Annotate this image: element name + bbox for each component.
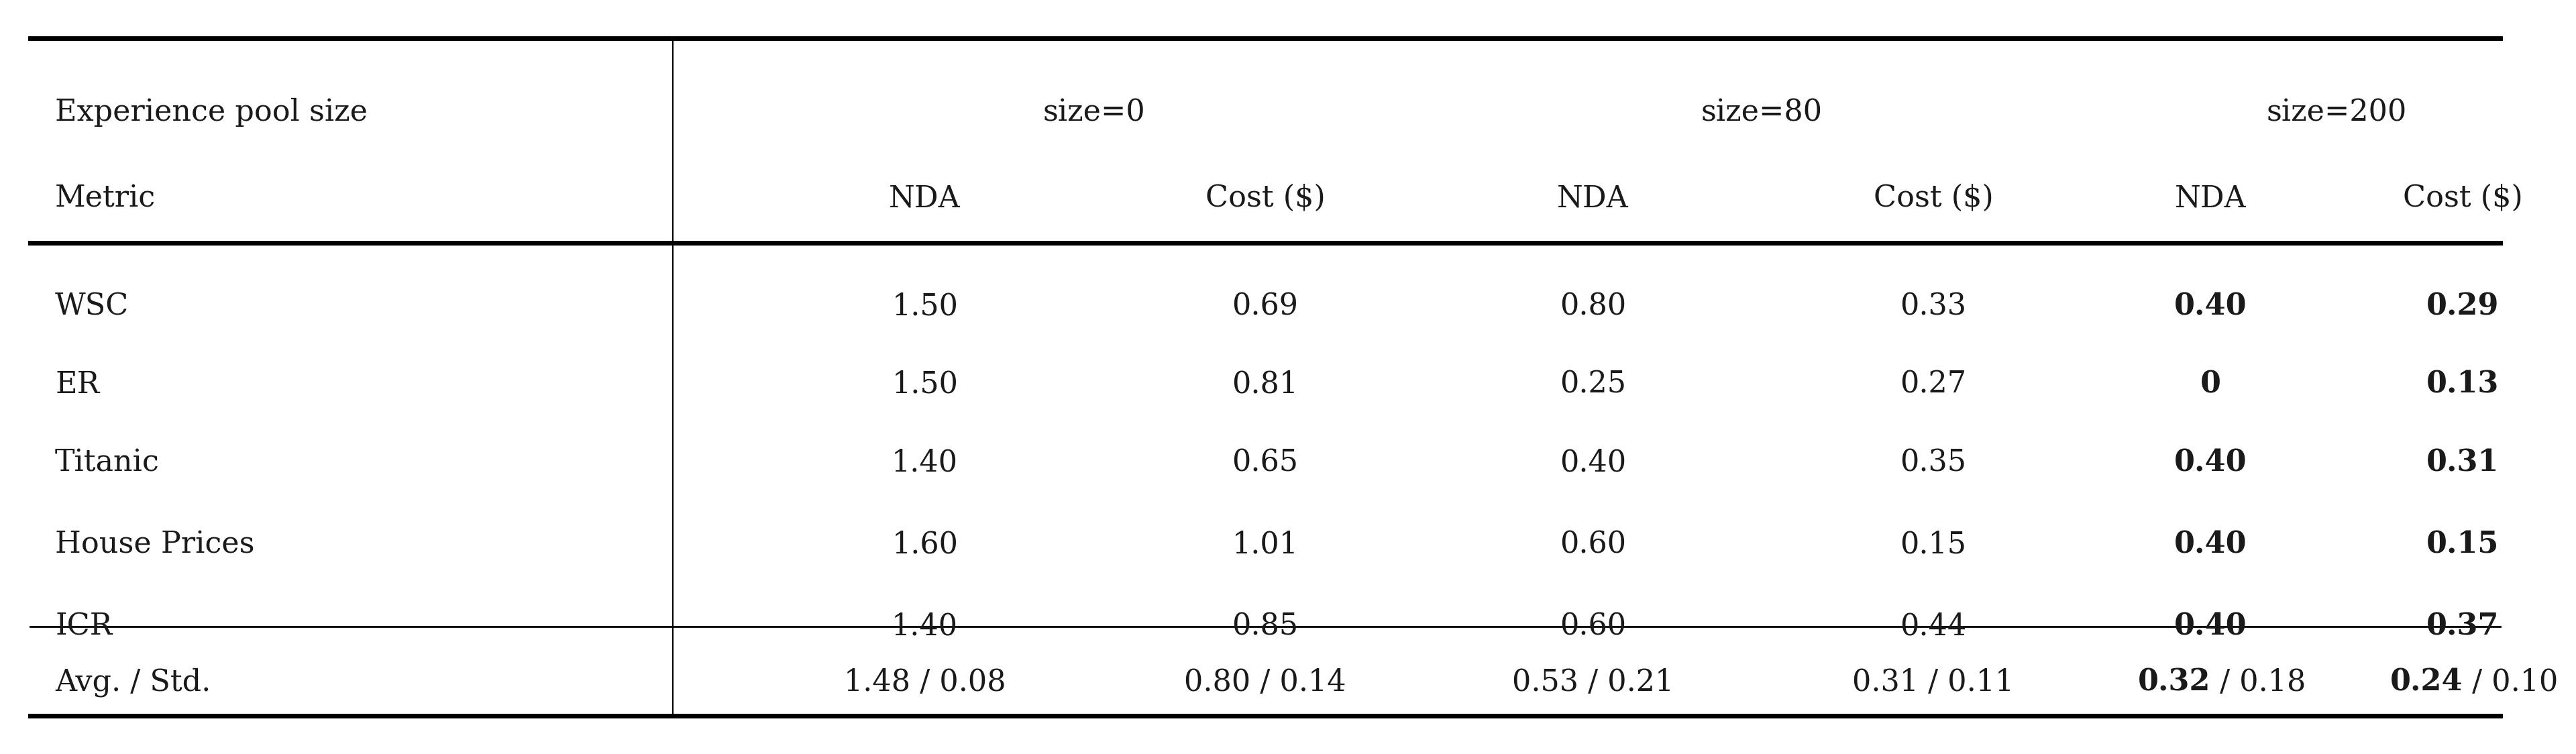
- Text: / 0.10: / 0.10: [2463, 668, 2558, 697]
- Text: Metric: Metric: [54, 184, 155, 213]
- Text: 0.40: 0.40: [1558, 448, 1625, 477]
- Text: 0.27: 0.27: [1901, 370, 1965, 399]
- Text: Avg. / Std.: Avg. / Std.: [54, 668, 211, 697]
- Text: 0.37: 0.37: [2427, 612, 2499, 641]
- Text: 1.50: 1.50: [891, 292, 958, 320]
- Text: Experience pool size: Experience pool size: [54, 98, 368, 127]
- Text: 0.40: 0.40: [2174, 612, 2246, 641]
- Text: NDA: NDA: [2174, 184, 2246, 213]
- Text: 0.85: 0.85: [1231, 612, 1298, 641]
- Text: 0.35: 0.35: [1901, 448, 1965, 477]
- Text: 0.44: 0.44: [1901, 612, 1965, 641]
- Text: 0.81: 0.81: [1231, 370, 1298, 399]
- Text: ER: ER: [54, 370, 100, 399]
- Text: 0.13: 0.13: [2427, 370, 2499, 399]
- Text: Titanic: Titanic: [54, 448, 160, 477]
- Text: Cost ($): Cost ($): [2403, 184, 2522, 213]
- Text: 0.40: 0.40: [2174, 530, 2246, 559]
- Text: / 0.18: / 0.18: [2210, 668, 2306, 697]
- Text: 1.48 / 0.08: 1.48 / 0.08: [845, 668, 1005, 697]
- Text: 1.60: 1.60: [891, 530, 958, 559]
- Text: size=0: size=0: [1043, 98, 1144, 127]
- Text: 1.50: 1.50: [891, 370, 958, 399]
- Text: 0.60: 0.60: [1558, 612, 1625, 641]
- Text: 0.40: 0.40: [2174, 448, 2246, 477]
- Text: 0.15: 0.15: [2427, 530, 2499, 559]
- Text: Cost ($): Cost ($): [1206, 184, 1324, 213]
- Text: WSC: WSC: [54, 292, 129, 320]
- Text: 0.65: 0.65: [1231, 448, 1298, 477]
- Text: size=200: size=200: [2267, 98, 2406, 127]
- Text: 0.80: 0.80: [1558, 292, 1625, 320]
- Text: 0.29: 0.29: [2427, 292, 2499, 320]
- Text: 1.40: 1.40: [891, 612, 958, 641]
- Text: ICR: ICR: [54, 612, 113, 641]
- Text: 1.01: 1.01: [1231, 530, 1298, 559]
- Text: 0.24: 0.24: [2391, 668, 2463, 697]
- Text: 0.31 / 0.11: 0.31 / 0.11: [1852, 668, 2014, 697]
- Text: NDA: NDA: [1556, 184, 1628, 213]
- Text: 0: 0: [2200, 370, 2221, 399]
- Text: NDA: NDA: [889, 184, 961, 213]
- Text: 1.40: 1.40: [891, 448, 958, 477]
- Text: House Prices: House Prices: [54, 530, 255, 559]
- Text: 0.80 / 0.14: 0.80 / 0.14: [1185, 668, 1347, 697]
- Text: 0.32: 0.32: [2138, 668, 2210, 697]
- Text: 0.60: 0.60: [1558, 530, 1625, 559]
- Text: 0.25: 0.25: [1558, 370, 1625, 399]
- Text: 0.53 / 0.21: 0.53 / 0.21: [1512, 668, 1674, 697]
- Text: 0.33: 0.33: [1901, 292, 1965, 320]
- Text: size=80: size=80: [1700, 98, 1824, 127]
- Text: 0.69: 0.69: [1231, 292, 1298, 320]
- Text: 0.15: 0.15: [1901, 530, 1965, 559]
- Text: Cost ($): Cost ($): [1873, 184, 1994, 213]
- Text: 0.40: 0.40: [2174, 292, 2246, 320]
- Text: 0.31: 0.31: [2427, 448, 2499, 477]
